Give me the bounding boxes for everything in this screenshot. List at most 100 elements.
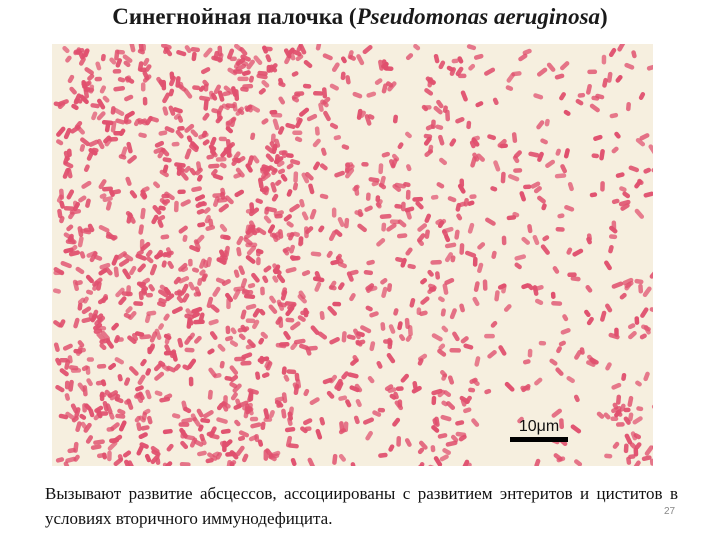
bacterium [250,132,256,141]
bacterium [64,380,70,390]
bacterium [356,54,365,66]
bacterium [337,217,345,227]
bacterium [608,47,617,58]
bacterium [227,48,235,60]
bacterium [126,398,134,410]
bacterium [442,448,451,455]
bacterium [178,225,188,234]
bacterium [182,293,190,303]
bacterium [137,48,145,55]
bacterium [626,456,632,465]
bacterium [65,55,72,63]
bacterium [303,388,310,397]
bacterium [250,422,262,429]
bacterium [56,126,66,137]
bacterium [554,173,567,179]
bacterium [98,224,110,233]
bacterium [431,425,440,433]
bacterium [587,354,596,365]
bacterium [284,426,296,433]
bacterium [146,310,157,316]
bacterium [203,99,209,111]
bacterium [299,343,309,351]
bacterium [208,367,217,378]
bacterium [225,103,236,109]
bacterium [460,90,468,102]
bacterium [518,53,528,62]
bacterium [164,344,171,353]
bacterium [142,57,150,66]
bacterium [555,148,561,156]
bacterium [183,434,196,441]
bacterium [104,137,113,147]
bacterium [210,304,220,313]
bacterium [224,195,234,205]
bacterium [485,217,496,226]
bacterium [350,462,356,470]
bacterium [198,132,209,140]
bacterium [265,54,272,63]
bacterium [313,91,324,96]
bacterium [123,312,131,319]
bacterium [68,379,74,392]
bacterium [140,189,148,199]
bacterium [634,208,645,219]
bacterium [176,164,183,176]
bacterium [271,193,279,202]
bacterium [310,325,320,335]
bacterium [96,138,105,150]
bacterium [247,282,256,289]
bacterium [493,160,501,172]
bacterium [223,85,234,95]
bacterium [207,348,215,355]
bacterium [615,422,625,427]
bacterium [593,134,603,141]
bacterium [487,134,497,141]
micrograph-image: 10μm [52,40,662,474]
bacterium [326,250,333,258]
bacterium [96,313,104,320]
bacterium [274,138,281,148]
bacterium [331,62,340,72]
bacterium [454,229,460,240]
bacterium [237,435,246,442]
bacterium [136,281,146,287]
bacterium [118,420,127,432]
bacterium [431,119,436,130]
bacterium [168,105,176,116]
bacterium [394,400,404,411]
bacterium [138,432,148,440]
bacterium [388,324,396,334]
bacterium [124,76,135,84]
bacterium [619,292,627,300]
bacterium [213,84,222,95]
bacterium [159,169,169,178]
bacterium [345,399,352,408]
bacterium [286,369,297,375]
bacterium [372,410,382,417]
bacterium [550,291,556,299]
bacterium [472,256,478,267]
bacterium [164,333,171,345]
bacterium [173,363,181,371]
bacterium [284,54,292,65]
bacterium [380,278,388,285]
bacterium [459,243,465,255]
bacterium [212,173,224,181]
bacterium [368,177,380,183]
bacterium [103,135,112,144]
bacterium [471,418,480,427]
bacterium [229,450,239,460]
bacterium [98,268,108,276]
bacterium [145,249,153,258]
bacterium [96,363,107,369]
bacterium [122,54,133,63]
bacterium [560,164,568,174]
bacterium [178,422,190,427]
bacterium [241,289,254,295]
bacterium [183,88,193,99]
bacterium [83,422,92,433]
bacterium [85,435,94,444]
bacterium [335,253,342,261]
scale-bar-label: 10μm [518,418,560,435]
